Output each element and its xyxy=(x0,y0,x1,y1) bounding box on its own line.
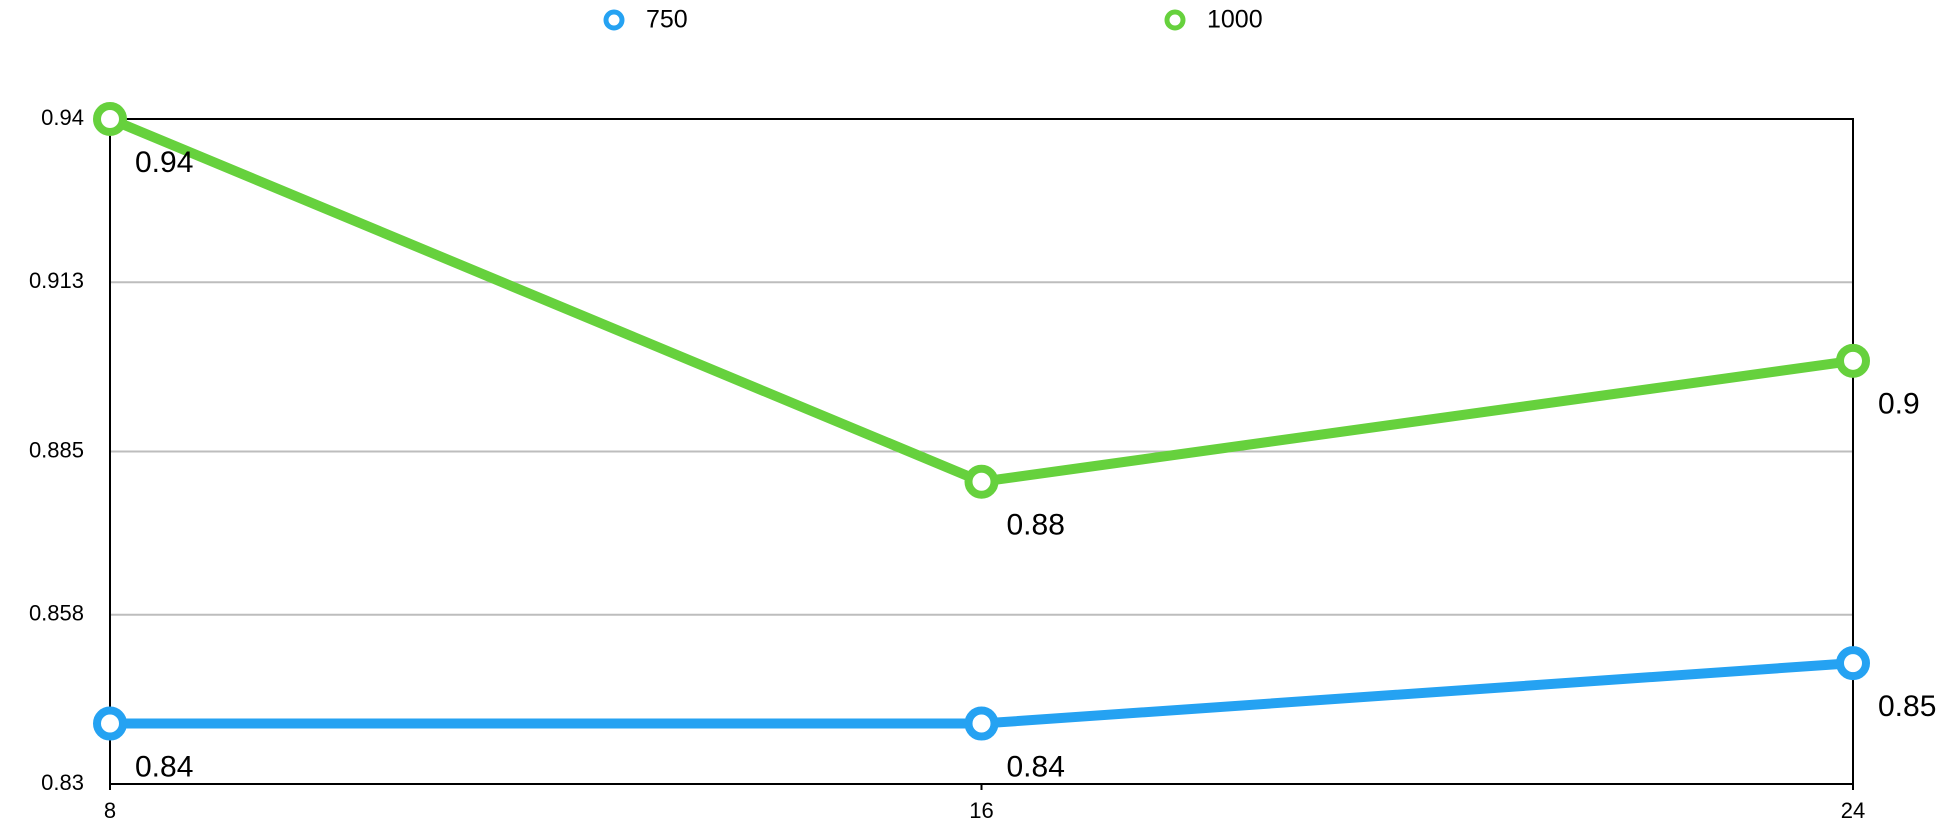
marker xyxy=(1836,343,1870,378)
x-tick-label: 8 xyxy=(104,798,116,823)
x-tick-label: 24 xyxy=(1841,798,1865,823)
legend-marker xyxy=(1164,9,1186,31)
marker xyxy=(93,102,127,136)
marker xyxy=(93,706,127,741)
y-tick-label: 0.94 xyxy=(41,105,84,130)
line xyxy=(108,114,1854,487)
y-tick-label: 0.885 xyxy=(29,437,84,462)
marker xyxy=(964,706,999,741)
data-label: 0.85 xyxy=(1878,690,1936,723)
legend-label: 750 xyxy=(646,6,688,34)
plot-frame xyxy=(109,118,1854,785)
data-label: 0.84 xyxy=(1007,750,1065,783)
marker xyxy=(964,464,999,499)
data-label: 0.94 xyxy=(135,146,193,179)
y-tick-label: 0.913 xyxy=(29,268,84,293)
y-tick-label: 0.83 xyxy=(41,770,84,795)
marker xyxy=(1836,646,1870,681)
data-label: 0.84 xyxy=(135,750,193,783)
data-label: 0.9 xyxy=(1878,388,1920,421)
legend-label: 1000 xyxy=(1207,6,1263,34)
legend-marker xyxy=(603,9,625,31)
y-tick-label: 0.858 xyxy=(29,601,84,626)
data-label: 0.88 xyxy=(1007,509,1065,542)
x-tick-label: 16 xyxy=(969,798,993,823)
